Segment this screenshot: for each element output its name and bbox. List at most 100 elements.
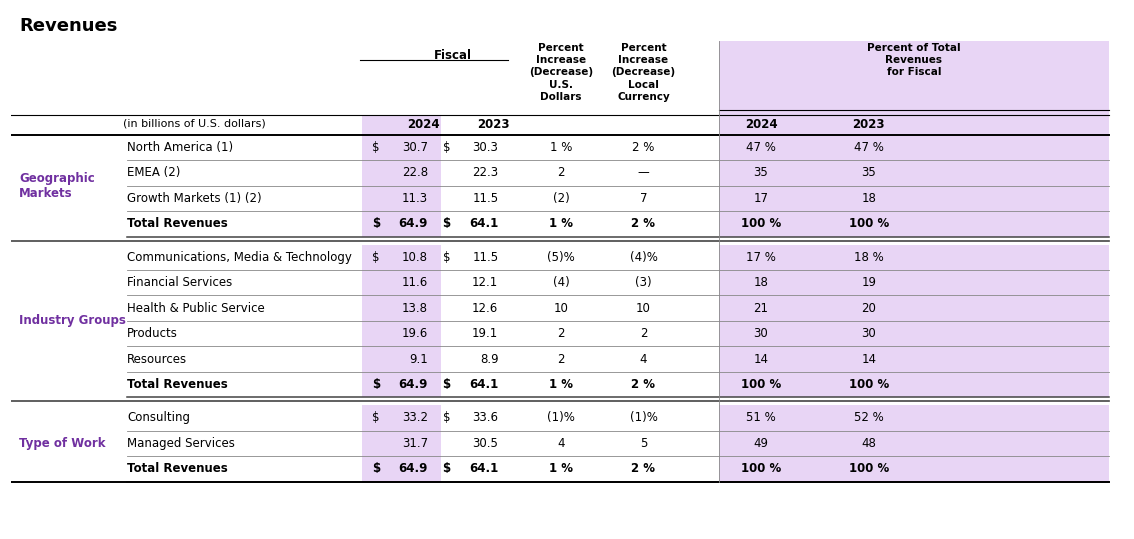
Text: 30.7: 30.7 <box>401 141 428 154</box>
Text: 1 %: 1 % <box>550 141 573 154</box>
Text: Geographic
Markets: Geographic Markets <box>19 172 95 200</box>
Text: 19.6: 19.6 <box>401 327 428 340</box>
Text: (5)%: (5)% <box>548 251 575 264</box>
Text: 10: 10 <box>553 302 568 315</box>
Text: 64.1: 64.1 <box>469 217 499 231</box>
Text: 1 %: 1 % <box>549 462 573 475</box>
Text: 11.6: 11.6 <box>401 276 428 289</box>
Text: Managed Services: Managed Services <box>127 437 235 450</box>
Text: Type of Work: Type of Work <box>19 437 105 450</box>
Text: (1)%: (1)% <box>629 411 658 425</box>
Text: Fiscal: Fiscal <box>434 49 473 61</box>
Text: 2023: 2023 <box>853 118 886 131</box>
Text: 11.3: 11.3 <box>401 192 428 205</box>
Text: 64.9: 64.9 <box>398 217 428 231</box>
Bar <box>719 295 1109 321</box>
Text: $: $ <box>442 411 450 425</box>
Text: Products: Products <box>127 327 178 340</box>
Bar <box>362 431 441 456</box>
Text: 2 %: 2 % <box>632 217 655 231</box>
Text: Revenues: Revenues <box>19 17 118 35</box>
Text: (4): (4) <box>552 276 569 289</box>
Text: (1)%: (1)% <box>548 411 575 425</box>
Text: EMEA (2): EMEA (2) <box>127 167 180 179</box>
Text: 17: 17 <box>753 192 769 205</box>
Text: 1 %: 1 % <box>549 217 573 231</box>
Text: 12.1: 12.1 <box>472 276 499 289</box>
Bar <box>719 135 1109 160</box>
Text: Industry Groups: Industry Groups <box>19 314 126 328</box>
Text: 35: 35 <box>862 167 877 179</box>
Bar <box>719 321 1109 347</box>
Text: Resources: Resources <box>127 353 187 365</box>
Text: 18: 18 <box>862 192 877 205</box>
Text: 11.5: 11.5 <box>472 192 499 205</box>
Text: $: $ <box>442 462 450 475</box>
Text: 48: 48 <box>862 437 877 450</box>
Text: 4: 4 <box>640 353 648 365</box>
Text: 35: 35 <box>754 167 769 179</box>
Text: 12.6: 12.6 <box>472 302 499 315</box>
Text: 10: 10 <box>636 302 651 315</box>
Text: 17 %: 17 % <box>746 251 776 264</box>
Bar <box>719 456 1109 482</box>
Text: $: $ <box>442 217 450 231</box>
Text: 100 %: 100 % <box>741 217 781 231</box>
Text: 10.8: 10.8 <box>401 251 428 264</box>
Bar <box>719 270 1109 295</box>
Text: 100 %: 100 % <box>741 378 781 391</box>
Text: 22.3: 22.3 <box>472 167 499 179</box>
Text: 22.8: 22.8 <box>401 167 428 179</box>
Text: 2: 2 <box>558 167 565 179</box>
Bar <box>362 372 441 397</box>
Text: Growth Markets (1) (2): Growth Markets (1) (2) <box>127 192 262 205</box>
Text: 33.6: 33.6 <box>473 411 499 425</box>
Bar <box>362 405 441 431</box>
Text: 18 %: 18 % <box>854 251 883 264</box>
Text: North America (1): North America (1) <box>127 141 234 154</box>
Text: 100 %: 100 % <box>848 378 889 391</box>
Text: Total Revenues: Total Revenues <box>127 462 228 475</box>
Text: 33.2: 33.2 <box>401 411 428 425</box>
Bar <box>362 160 441 186</box>
Text: 2024: 2024 <box>745 118 777 131</box>
Text: 51 %: 51 % <box>746 411 776 425</box>
Text: Total Revenues: Total Revenues <box>127 378 228 391</box>
Text: 30: 30 <box>754 327 769 340</box>
Text: 2023: 2023 <box>477 118 510 131</box>
Text: 30.3: 30.3 <box>473 141 499 154</box>
Text: $: $ <box>372 251 380 264</box>
Text: Total Revenues: Total Revenues <box>127 217 228 231</box>
Bar <box>362 135 441 160</box>
Text: 1 %: 1 % <box>549 378 573 391</box>
Text: (in billions of U.S. dollars): (in billions of U.S. dollars) <box>124 118 265 128</box>
Bar <box>362 211 441 237</box>
Text: $: $ <box>372 217 380 231</box>
Text: (4)%: (4)% <box>629 251 658 264</box>
Text: (2): (2) <box>552 192 569 205</box>
Text: 13.8: 13.8 <box>401 302 428 315</box>
Bar <box>362 321 441 347</box>
Bar <box>362 295 441 321</box>
Text: Health & Public Service: Health & Public Service <box>127 302 264 315</box>
Text: Consulting: Consulting <box>127 411 191 425</box>
Text: —: — <box>637 167 650 179</box>
Text: 21: 21 <box>753 302 769 315</box>
Text: 2 %: 2 % <box>632 462 655 475</box>
Text: 2 %: 2 % <box>632 378 655 391</box>
Text: 14: 14 <box>753 353 769 365</box>
Text: 64.9: 64.9 <box>398 462 428 475</box>
Text: 52 %: 52 % <box>854 411 883 425</box>
Text: 64.9: 64.9 <box>398 378 428 391</box>
Text: Communications, Media & Technology: Communications, Media & Technology <box>127 251 352 264</box>
Text: Percent of Total
Revenues
for Fiscal: Percent of Total Revenues for Fiscal <box>868 43 960 78</box>
Text: $: $ <box>442 251 450 264</box>
Text: 19.1: 19.1 <box>472 327 499 340</box>
Text: 19: 19 <box>862 276 877 289</box>
Text: $: $ <box>372 378 380 391</box>
Text: 5: 5 <box>640 437 648 450</box>
Text: 2024: 2024 <box>407 118 439 131</box>
Bar <box>362 245 441 270</box>
Text: 9.1: 9.1 <box>409 353 428 365</box>
Text: 2: 2 <box>558 327 565 340</box>
